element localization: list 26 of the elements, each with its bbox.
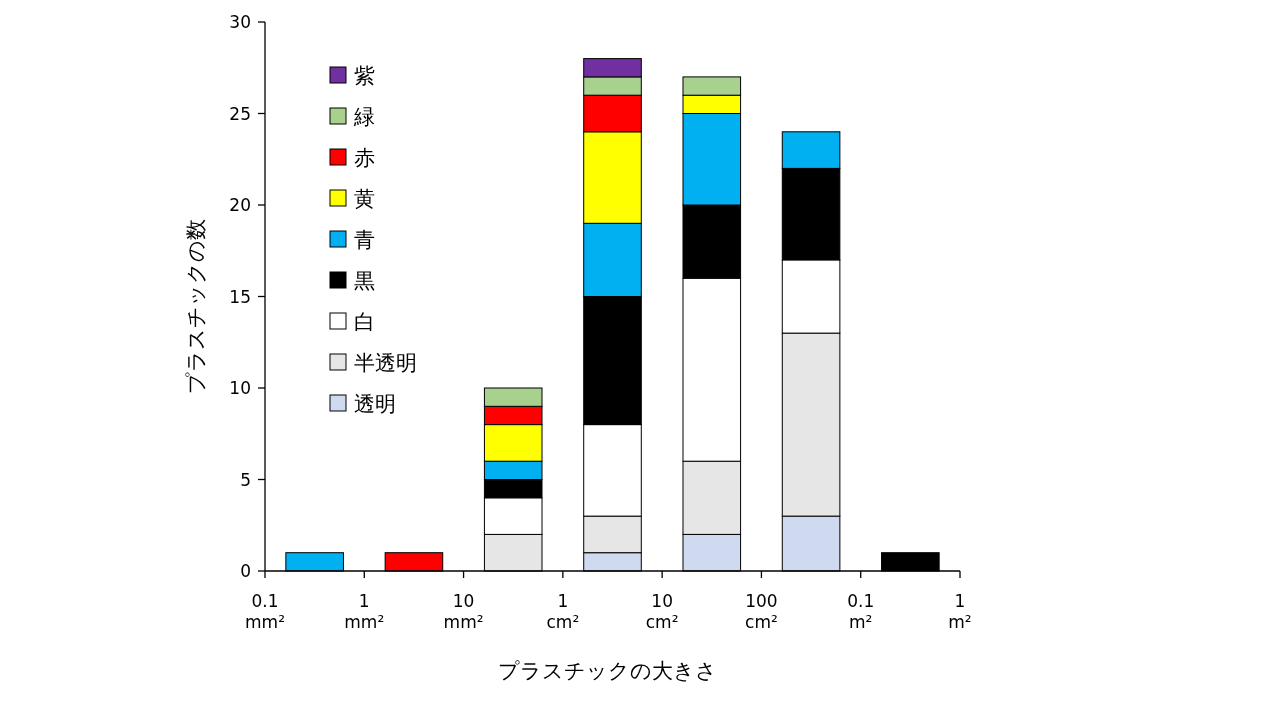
text: 100 cm² bbox=[745, 591, 778, 632]
legend-label: 紫 bbox=[354, 64, 375, 88]
text: 0.1 m² bbox=[847, 591, 875, 632]
y-tick-label: 25 bbox=[229, 103, 251, 124]
y-tick-label: 5 bbox=[240, 469, 251, 490]
y-tick-label: 0 bbox=[240, 561, 251, 581]
y-tick-label: 15 bbox=[229, 286, 251, 307]
legend-label: 白 bbox=[354, 310, 375, 334]
y-tick-label: 10 bbox=[229, 378, 251, 398]
legend-label: 黄 bbox=[354, 187, 375, 211]
text: 10 mm² bbox=[443, 591, 484, 632]
legend-label: 赤 bbox=[354, 146, 375, 170]
legend-label: 緑 bbox=[353, 105, 375, 129]
text: 1 m² bbox=[948, 591, 972, 632]
legend-label: 青 bbox=[354, 228, 375, 252]
y-tick-label: 20 bbox=[229, 195, 251, 215]
y-axis-title: プラスチックの数 bbox=[184, 219, 208, 394]
legend-label: 黒 bbox=[354, 269, 375, 293]
text: 10 cm² bbox=[645, 591, 679, 632]
legend-label: 半透明 bbox=[354, 351, 417, 375]
text: 1 cm² bbox=[546, 591, 580, 632]
text: 1 mm² bbox=[344, 591, 385, 632]
y-tick-label: 30 bbox=[229, 12, 251, 32]
legend-label: 透明 bbox=[354, 392, 396, 416]
text: 0.1 mm² bbox=[245, 591, 285, 632]
x-axis-title: プラスチックの大きさ bbox=[498, 659, 717, 683]
